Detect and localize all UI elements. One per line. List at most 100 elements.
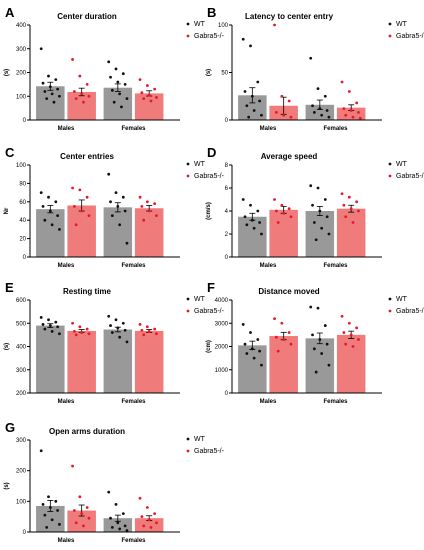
legend-label: WT (194, 436, 206, 443)
data-point (78, 325, 82, 329)
x-tick-label: Females (121, 126, 146, 132)
data-point (107, 60, 111, 64)
bar (103, 329, 133, 393)
chart-title: Latency to center entry (245, 12, 334, 21)
data-point (145, 325, 149, 329)
data-point (72, 509, 76, 512)
data-point (287, 331, 291, 334)
data-point (85, 327, 89, 331)
x-tick-label: Females (121, 538, 146, 544)
data-point (48, 324, 52, 327)
data-point (48, 85, 52, 89)
data-point (54, 78, 58, 82)
data-point (72, 205, 76, 208)
data-point (280, 321, 284, 325)
data-point (82, 524, 85, 528)
data-point (125, 97, 129, 101)
y-axis-label: (cm) (206, 340, 212, 353)
y-tick-label: 60 (19, 200, 26, 206)
chart-title: Distance moved (258, 287, 319, 296)
data-point (273, 23, 276, 27)
data-point (116, 521, 120, 525)
data-point (142, 218, 146, 222)
y-tick-label: 4000 (215, 298, 229, 304)
data-point (110, 331, 114, 334)
data-point (56, 214, 60, 218)
bar (336, 334, 366, 393)
data-point (145, 506, 149, 509)
data-point (323, 324, 327, 327)
data-point (309, 56, 313, 60)
y-axis-label: (cm/s) (206, 202, 212, 220)
y-axis-label: (s) (4, 343, 10, 350)
panel-C: C Center entries WT Gabra5-/- Nr 0 20 40 60 80 100… (4, 145, 225, 269)
bar (336, 107, 366, 120)
bar (36, 325, 65, 393)
data-point (123, 209, 127, 213)
data-point (142, 97, 146, 101)
data-point (74, 97, 78, 101)
data-point (123, 524, 127, 528)
legend-label: WT (396, 296, 408, 303)
data-point (41, 323, 45, 326)
legend-label: WT (194, 161, 206, 168)
data-point (320, 226, 324, 230)
data-point (153, 202, 157, 206)
data-point (280, 94, 284, 98)
data-point (258, 99, 262, 103)
data-point (74, 521, 78, 525)
data-point (247, 115, 251, 119)
data-point (316, 186, 320, 190)
bar (336, 208, 366, 257)
bar (67, 510, 96, 532)
data-point (121, 72, 125, 76)
data-point (260, 363, 263, 367)
y-axis-label: (s) (206, 69, 212, 76)
data-point (142, 333, 146, 337)
data-point (80, 331, 84, 334)
y-tick-label: 0 (23, 255, 27, 261)
data-point (41, 81, 45, 85)
data-point (52, 100, 56, 104)
data-point (276, 221, 280, 224)
data-point (107, 172, 111, 176)
y-tick-label: 8 (225, 163, 229, 169)
data-point (147, 329, 151, 333)
legend-label: Gabra5-/- (396, 308, 424, 315)
data-point (140, 91, 144, 95)
data-point (114, 191, 118, 195)
data-point (118, 223, 122, 227)
data-point (289, 215, 293, 219)
y-axis-label: (s) (4, 482, 10, 489)
x-tick-label: Males (58, 263, 75, 269)
data-point (109, 200, 112, 204)
data-point (282, 211, 286, 215)
data-point (125, 340, 129, 344)
data-point (249, 203, 252, 207)
data-point (74, 223, 78, 227)
data-point (39, 47, 43, 51)
y-tick-label: 300 (16, 368, 27, 374)
bar (67, 330, 96, 393)
bar (103, 87, 133, 120)
y-tick-label: 2 (225, 232, 229, 238)
data-point (355, 326, 359, 330)
x-tick-label: Females (121, 399, 146, 405)
y-tick-label: 20 (19, 237, 26, 243)
data-point (340, 314, 344, 318)
data-point (140, 328, 144, 332)
data-point (43, 218, 47, 222)
data-point (85, 506, 89, 509)
data-point (109, 75, 112, 79)
chart-title: Center entries (60, 152, 114, 161)
data-point (142, 524, 146, 528)
data-point (342, 203, 346, 207)
data-point (312, 221, 316, 224)
x-tick-label: Males (58, 126, 75, 132)
data-point (241, 198, 245, 201)
data-point (107, 490, 111, 494)
data-point (110, 88, 114, 92)
data-point (45, 97, 49, 101)
data-point (325, 342, 329, 346)
data-point (323, 198, 327, 201)
